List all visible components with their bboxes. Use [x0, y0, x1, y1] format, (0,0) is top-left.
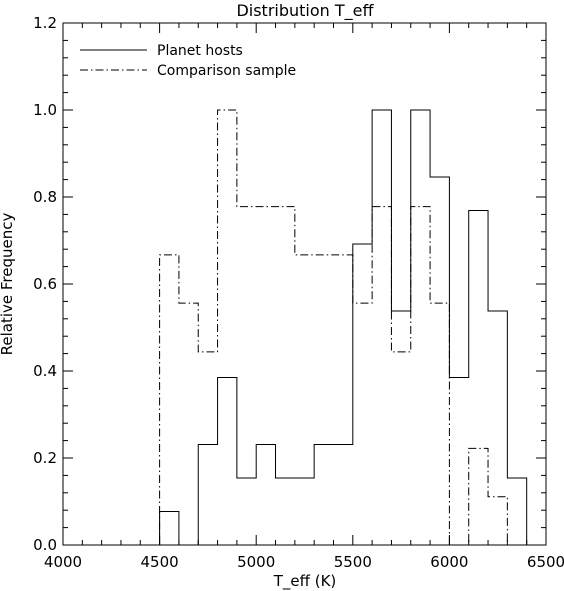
- series-layer: [159, 109, 528, 546]
- x-axis-label: T_eff (K): [273, 572, 337, 591]
- x-axis: 4000 4500 5000 5500 6000 6500: [44, 23, 564, 571]
- y-tick-label: 1.2: [33, 14, 57, 32]
- y-tick-label: 0.8: [33, 188, 57, 206]
- legend-label-comparison-sample: Comparison sample: [157, 63, 296, 79]
- legend-label-planet-hosts: Planet hosts: [157, 43, 243, 59]
- chart-title: Distribution T_eff: [236, 1, 374, 21]
- x-tick-label: 4000: [44, 553, 82, 571]
- x-tick-label: 5500: [334, 553, 372, 571]
- legend: Planet hosts Comparison sample: [80, 43, 296, 79]
- y-axis: 0.0 0.2 0.4 0.6 0.8 1.0 1.2: [33, 14, 546, 554]
- y-tick-label: 1.0: [33, 101, 57, 119]
- series-planet-hosts-step: [159, 109, 528, 546]
- x-tick-label: 4500: [141, 553, 179, 571]
- y-tick-label: 0.0: [33, 536, 57, 554]
- y-tick-label: 0.6: [33, 275, 57, 293]
- plot-frame: [62, 22, 547, 546]
- x-tick-label: 6000: [430, 553, 468, 571]
- y-tick-label: 0.4: [33, 362, 57, 380]
- series-comparison-sample-step: [159, 109, 508, 546]
- x-tick-label: 5000: [237, 553, 275, 571]
- x-tick-label: 6500: [527, 553, 564, 571]
- y-tick-label: 0.2: [33, 449, 57, 467]
- y-axis-label: Relative Frequency: [0, 213, 16, 356]
